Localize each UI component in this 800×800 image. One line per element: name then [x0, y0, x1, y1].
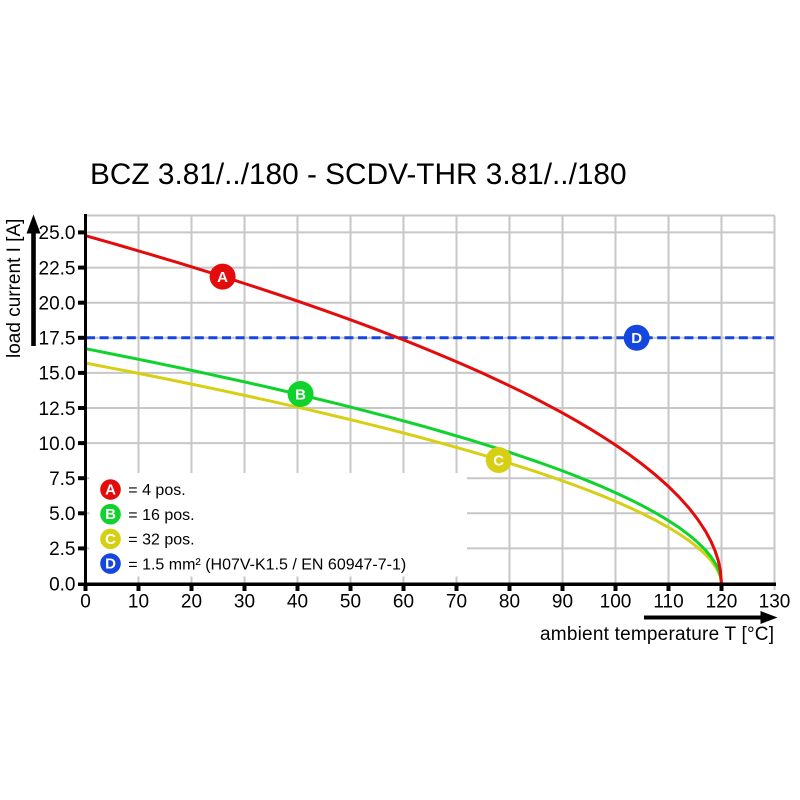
svg-text:2.5: 2.5	[49, 539, 75, 560]
svg-text:25.0: 25.0	[39, 223, 76, 244]
svg-text:130: 130	[759, 592, 791, 613]
svg-text:0: 0	[80, 592, 91, 613]
svg-text:90: 90	[552, 592, 573, 613]
svg-text:D: D	[631, 330, 642, 347]
svg-text:15.0: 15.0	[39, 364, 76, 385]
svg-text:20: 20	[181, 592, 202, 613]
svg-text:22.5: 22.5	[39, 258, 76, 279]
svg-text:C: C	[105, 531, 116, 548]
svg-text:12.5: 12.5	[39, 399, 76, 420]
svg-text:B: B	[105, 506, 116, 523]
svg-text:10: 10	[128, 592, 149, 613]
svg-text:60: 60	[393, 592, 414, 613]
svg-text:70: 70	[446, 592, 467, 613]
svg-text:C: C	[493, 452, 504, 469]
svg-text:0.0: 0.0	[49, 574, 75, 595]
svg-text:B: B	[295, 386, 306, 403]
svg-text:50: 50	[340, 592, 361, 613]
svg-text:BCZ 3.81/../180 - SCDV-THR 3.8: BCZ 3.81/../180 - SCDV-THR 3.81/../180	[90, 158, 627, 191]
svg-text:100: 100	[600, 592, 632, 613]
svg-text:30: 30	[234, 592, 255, 613]
svg-text:5.0: 5.0	[49, 504, 75, 525]
svg-text:D: D	[105, 556, 116, 573]
svg-text:= 4 pos.: = 4 pos.	[128, 482, 185, 499]
svg-text:80: 80	[499, 592, 520, 613]
svg-text:110: 110	[653, 592, 683, 613]
svg-text:= 16 pos.: = 16 pos.	[128, 507, 194, 524]
svg-text:= 1.5 mm² (H07V-K1.5 / EN 6094: = 1.5 mm² (H07V-K1.5 / EN 60947-7-1)	[128, 556, 406, 573]
svg-text:= 32 pos.: = 32 pos.	[128, 532, 194, 549]
svg-text:120: 120	[706, 592, 738, 613]
svg-text:7.5: 7.5	[49, 469, 75, 490]
svg-text:A: A	[217, 269, 228, 286]
svg-text:A: A	[105, 481, 116, 498]
svg-text:20.0: 20.0	[39, 294, 76, 315]
svg-text:10.0: 10.0	[39, 434, 76, 455]
svg-text:40: 40	[287, 592, 308, 613]
svg-text:17.5: 17.5	[39, 329, 76, 350]
svg-text:ambient temperature T [°C]: ambient temperature T [°C]	[540, 624, 774, 645]
svg-text:load current I [A]: load current I [A]	[4, 219, 25, 358]
